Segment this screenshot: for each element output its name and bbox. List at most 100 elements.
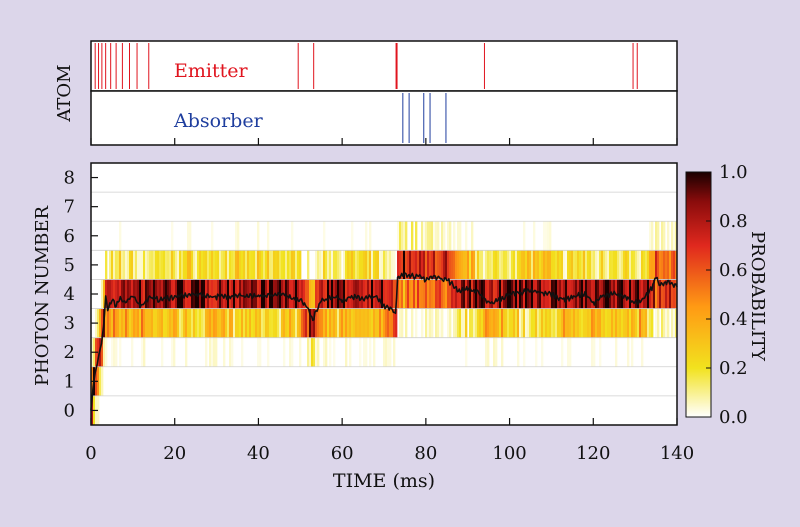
heatmap-cell (261, 250, 264, 280)
heatmap-cell (479, 250, 482, 280)
heatmap-cell (337, 308, 340, 338)
colorbar-tick-label: 0.8 (719, 211, 748, 232)
heatmap-cell (489, 250, 492, 280)
heatmap-cell (365, 337, 368, 367)
heatmap-cell (187, 308, 190, 338)
heatmap-cell (195, 308, 198, 338)
heatmap-cell (153, 308, 156, 338)
heatmap-cell (223, 279, 226, 309)
heatmap-cell (205, 337, 208, 367)
heatmap-cell (409, 250, 412, 280)
heatmap-cell (231, 337, 234, 367)
heatmap-cell (361, 308, 364, 338)
heatmap-cell (171, 308, 174, 338)
heatmap-cell (649, 308, 652, 338)
heatmap-cell (383, 337, 386, 367)
heatmap-cell (667, 221, 670, 251)
heatmap-cell (669, 250, 672, 280)
heatmap-cell (599, 308, 602, 338)
y-tick-label: 3 (64, 313, 75, 334)
heatmap-cell (501, 308, 504, 338)
heatmap-cell (369, 308, 372, 338)
heatmap-cell (445, 250, 448, 280)
heatmap-cell (111, 250, 114, 280)
heatmap-cell (245, 250, 248, 280)
heatmap-cell (421, 221, 424, 251)
heatmap-cell (273, 308, 276, 338)
heatmap-cell (303, 308, 306, 338)
heatmap-cell (309, 279, 312, 309)
heatmap-cell (441, 308, 444, 338)
heatmap-cell (137, 308, 140, 338)
heatmap-cell (143, 308, 146, 338)
heatmap-cell (133, 250, 136, 280)
heatmap-cell (527, 308, 530, 338)
heatmap-cell (259, 337, 262, 367)
heatmap-cell (153, 279, 156, 309)
heatmap-cell (305, 308, 308, 338)
heatmap-cell (633, 308, 636, 338)
heatmap-cell (151, 250, 154, 280)
heatmap-cell (339, 279, 342, 309)
heatmap-cell (131, 337, 134, 367)
heatmap-cell (311, 308, 314, 338)
heatmap-cell (297, 308, 300, 338)
heatmap-cell (223, 308, 226, 338)
heatmap-cell (457, 308, 460, 338)
heatmap-cell (427, 250, 430, 280)
heatmap-cell (635, 279, 638, 309)
heatmap-cell (177, 279, 180, 309)
heatmap-cell (535, 308, 538, 338)
heatmap-cell (237, 308, 240, 338)
colorbar-tick-label: 0.2 (719, 358, 748, 379)
heatmap-cell (109, 250, 112, 280)
heatmap-cell (577, 250, 580, 280)
heatmap-cell (101, 308, 104, 338)
absorber-row-frame (90, 90, 678, 146)
heatmap-cell (583, 250, 586, 280)
heatmap-cell (323, 308, 326, 338)
heatmap-cell (569, 308, 572, 338)
heatmap-cell (369, 337, 372, 367)
heatmap-cell (241, 279, 244, 309)
heatmap-cell (373, 250, 376, 280)
x-axis-label: TIME (ms) (333, 470, 435, 492)
heatmap-cell (491, 279, 494, 309)
heatmap-cell (237, 250, 240, 280)
heatmap-cell (207, 250, 210, 280)
heatmap-cell (499, 279, 502, 309)
heatmap-cell (179, 279, 182, 309)
heatmap-cell (537, 308, 540, 338)
heatmap-cell (223, 337, 226, 367)
heatmap-cell (493, 279, 496, 309)
heatmap-cell (201, 279, 204, 309)
heatmap-cell (521, 308, 524, 338)
heatmap-cell (149, 250, 152, 280)
heatmap-cell (401, 221, 404, 251)
heatmap-cell (477, 250, 480, 280)
x-tick-label: 60 (331, 443, 354, 464)
heatmap-cell (441, 221, 444, 251)
heatmap-cell (251, 279, 254, 309)
heatmap-cell (449, 279, 452, 309)
heatmap-cell (623, 308, 626, 338)
heatmap-cell (391, 250, 394, 280)
heatmap-cell (537, 279, 540, 309)
heatmap-cell (157, 250, 160, 280)
heatmap-cell (655, 250, 658, 280)
heatmap-cell (497, 250, 500, 280)
heatmap-cell (529, 250, 532, 280)
colorbar-gradient (685, 171, 712, 418)
y-tick-label: 8 (64, 168, 75, 189)
heatmap-cell (175, 279, 178, 309)
heatmap-cell (349, 337, 352, 367)
heatmap-cell (347, 250, 350, 280)
heatmap-cell (647, 308, 650, 338)
y-axis-label: PHOTON NUMBER (32, 206, 53, 387)
heatmap-cell (195, 250, 198, 280)
heatmap-cell (385, 337, 388, 367)
heatmap-cell (515, 250, 518, 280)
heatmap-cell (499, 308, 502, 338)
heatmap-cell (499, 250, 502, 280)
heatmap-cell (309, 308, 312, 338)
